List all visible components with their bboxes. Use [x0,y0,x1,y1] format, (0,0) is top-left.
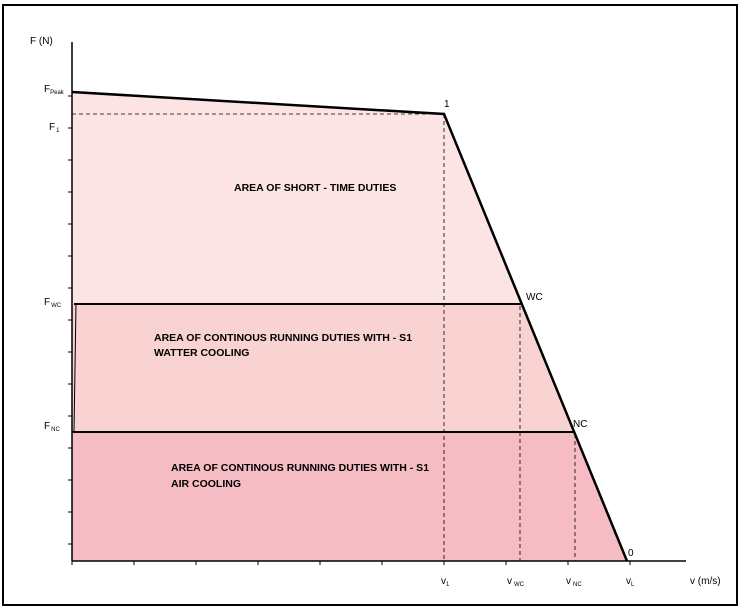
short-time-area-label: AREA OF SHORT - TIME DUTIES [234,182,396,194]
water-cooling-start-line [73,303,77,433]
region-water-cooling [72,304,575,432]
water-cooling-area-label-line2: WATTER COOLING [154,347,249,359]
x-axis-ticks [71,561,631,565]
f-wc-label: FWC [44,297,62,309]
vl-label: vL [626,576,635,588]
air-cooling-area-label-line2: AIR COOLING [171,478,241,490]
water-cooling-area-label-line1: AREA OF CONTINOUS RUNNING DUTIES WITH - … [154,332,412,344]
f-nc-label: FNC [44,421,60,433]
point-nc-label: NC [573,419,587,430]
point-0-label: 0 [628,548,634,559]
v1-label: v1 [441,576,450,588]
region-short-time [72,92,522,304]
point-wc-label: WC [526,292,543,303]
y-axis-label: F (N) [30,36,53,47]
vwc-label: v WC [507,576,525,588]
f-peak-label: FPeak [44,84,65,96]
point-1-label: 1 [444,99,450,110]
f1-label: F1 [49,122,60,134]
y-axis-ticks [68,95,72,545]
peak-force-line [71,90,629,562]
region-air-cooling [72,432,627,561]
x-axis-label: v (m/s) [690,576,721,587]
vnc-label: v NC [566,576,582,588]
air-cooling-area-label-line1: AREA OF CONTINOUS RUNNING DUTIES WITH - … [171,462,429,474]
